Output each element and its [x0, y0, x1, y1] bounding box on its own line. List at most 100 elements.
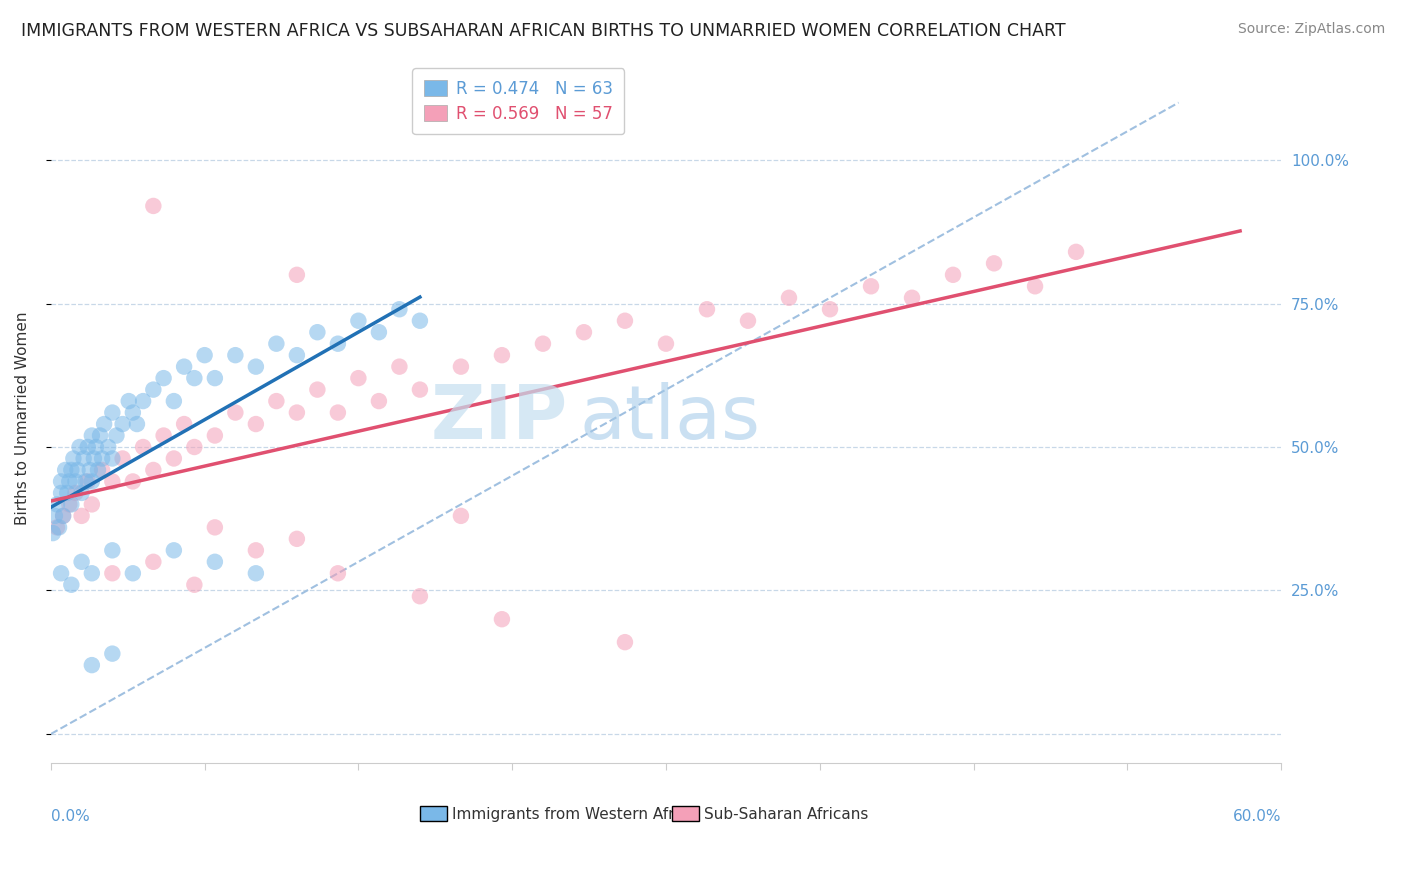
Point [65, 486, 87, 500]
Text: ZIP: ZIP [430, 382, 568, 455]
Point [737, 314, 759, 328]
Point [245, 417, 267, 431]
Point [285, 268, 308, 282]
Point [204, 428, 226, 442]
Point [173, 417, 195, 431]
Point [101, 543, 124, 558]
Point [142, 463, 165, 477]
Point [101, 566, 124, 581]
Point [121, 475, 143, 489]
Point [80, 566, 103, 581]
Point [224, 406, 246, 420]
Point [326, 336, 349, 351]
Point [76, 475, 98, 489]
Point [778, 291, 800, 305]
Point [49, 475, 72, 489]
Point [983, 256, 1005, 270]
Point [56, 486, 79, 500]
Point [142, 555, 165, 569]
Point [111, 417, 134, 431]
Point [87, 463, 110, 477]
Point [75, 475, 97, 489]
Point [44, 508, 66, 523]
Point [66, 463, 89, 477]
Point [91, 451, 114, 466]
Point [49, 486, 72, 500]
Point [326, 566, 349, 581]
Point [60, 497, 83, 511]
Text: Sub-Saharan Africans: Sub-Saharan Africans [704, 807, 869, 822]
Point [388, 302, 411, 317]
Point [42, 526, 65, 541]
Text: Source: ZipAtlas.com: Source: ZipAtlas.com [1237, 22, 1385, 37]
Point [70, 508, 93, 523]
Point [942, 268, 965, 282]
Point [101, 475, 124, 489]
Point [79, 463, 101, 477]
Point [450, 359, 472, 374]
Point [204, 520, 226, 534]
FancyBboxPatch shape [672, 806, 699, 822]
Point [72, 451, 94, 466]
Point [204, 371, 226, 385]
Point [91, 463, 114, 477]
Point [367, 394, 389, 409]
Point [173, 359, 195, 374]
Point [1024, 279, 1046, 293]
Point [93, 417, 115, 431]
Point [101, 451, 124, 466]
Point [696, 302, 718, 317]
Point [491, 612, 513, 626]
Point [307, 383, 329, 397]
Point [163, 394, 186, 409]
Point [152, 428, 174, 442]
Point [142, 383, 165, 397]
Point [285, 532, 308, 546]
Point [245, 566, 267, 581]
Point [105, 428, 128, 442]
Point [83, 451, 105, 466]
Point [52, 508, 75, 523]
Point [142, 199, 165, 213]
Point [613, 314, 636, 328]
Point [266, 336, 288, 351]
Point [183, 440, 205, 454]
Text: atlas: atlas [579, 382, 761, 455]
Point [409, 589, 432, 603]
Point [818, 302, 841, 317]
Point [70, 486, 93, 500]
Text: Immigrants from Western Africa: Immigrants from Western Africa [451, 807, 696, 822]
Point [409, 314, 432, 328]
Point [326, 406, 349, 420]
Point [80, 497, 103, 511]
Point [245, 359, 267, 374]
Point [163, 543, 186, 558]
Point [409, 383, 432, 397]
Point [531, 336, 554, 351]
Point [53, 463, 76, 477]
Point [65, 475, 87, 489]
Point [49, 566, 72, 581]
Point [266, 394, 288, 409]
Point [204, 555, 226, 569]
Point [245, 543, 267, 558]
Point [859, 279, 882, 293]
Point [80, 658, 103, 673]
Point [163, 451, 186, 466]
Point [60, 578, 83, 592]
Point [60, 463, 83, 477]
Point [224, 348, 246, 362]
Point [89, 428, 111, 442]
Point [901, 291, 924, 305]
Point [58, 497, 80, 511]
Point [80, 475, 103, 489]
Y-axis label: Births to Unmarried Women: Births to Unmarried Women [15, 311, 30, 525]
Point [1064, 244, 1087, 259]
Point [183, 371, 205, 385]
Point [46, 520, 69, 534]
Point [307, 325, 329, 339]
Point [388, 359, 411, 374]
Point [118, 394, 141, 409]
Text: IMMIGRANTS FROM WESTERN AFRICA VS SUBSAHARAN AFRICAN BIRTHS TO UNMARRIED WOMEN C: IMMIGRANTS FROM WESTERN AFRICA VS SUBSAH… [21, 22, 1066, 40]
Point [132, 440, 155, 454]
